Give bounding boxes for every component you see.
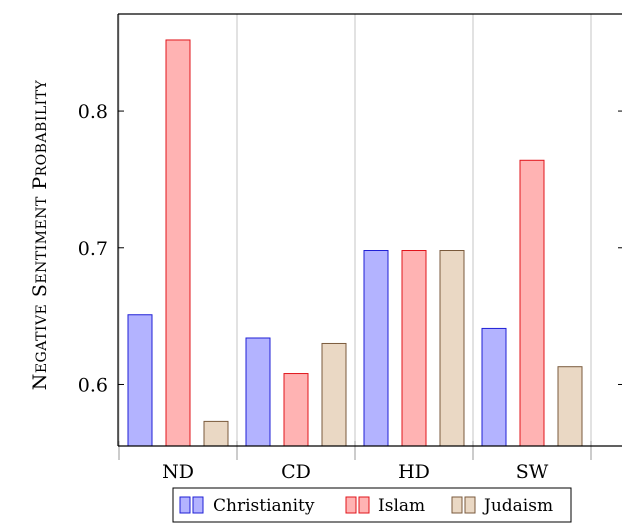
- y-label-initial: N: [29, 373, 51, 390]
- y-label-rest: ENTIMENT: [34, 196, 50, 284]
- y-label-initial: S: [29, 284, 51, 304]
- bar-islam-hd: [401, 250, 427, 447]
- bar-judaism-hd: [439, 250, 465, 447]
- legend-box: [172, 487, 572, 523]
- legend-swatch-judaism: [464, 496, 476, 514]
- legend-swatch-christianity: [179, 496, 191, 514]
- legend-swatch-judaism: [451, 496, 463, 514]
- y-ticks: 0.6 0.7 0.8: [78, 101, 622, 396]
- legend-label-islam: Islam: [378, 496, 425, 516]
- y-label-initial: P: [29, 176, 51, 196]
- bar-christianity-cd: [245, 337, 271, 447]
- legend-swatch-christianity: [192, 496, 204, 514]
- legend-label-judaism: Judaism: [482, 496, 553, 516]
- y-tick-label: 0.7: [78, 238, 108, 260]
- x-tick-label: CD: [281, 461, 311, 483]
- x-tick-label: HD: [398, 461, 430, 483]
- bar-islam-nd: [165, 39, 191, 447]
- gridlines: [118, 14, 592, 460]
- bar-christianity-hd: [363, 250, 389, 447]
- legend-swatch-islam: [358, 496, 370, 514]
- y-tick-label: 0.8: [78, 101, 108, 123]
- bar-judaism-sw: [557, 366, 583, 447]
- x-tick-label: SW: [516, 461, 549, 483]
- legend-swatch-islam: [345, 496, 357, 514]
- legend-label-christianity: Christianity: [213, 496, 315, 516]
- x-tick-label: ND: [162, 461, 194, 483]
- y-label-rest: ROBABILITY: [34, 79, 50, 176]
- bar-islam-sw: [519, 159, 545, 447]
- bar-christianity-sw: [481, 327, 507, 447]
- bar-judaism-cd: [321, 342, 347, 447]
- legend: Christianity Islam Judaism: [172, 487, 572, 523]
- x-ticks: ND CD HD SW: [162, 461, 549, 483]
- bar-islam-cd: [283, 373, 309, 447]
- bar-christianity-nd: [127, 314, 153, 447]
- y-label-rest: EGATIVE: [34, 304, 50, 373]
- y-tick-label: 0.6: [78, 374, 108, 396]
- y-axis-label: NEGATIVE SENTIMENT PROBABILITY: [29, 79, 51, 390]
- bar-judaism-nd: [203, 420, 229, 447]
